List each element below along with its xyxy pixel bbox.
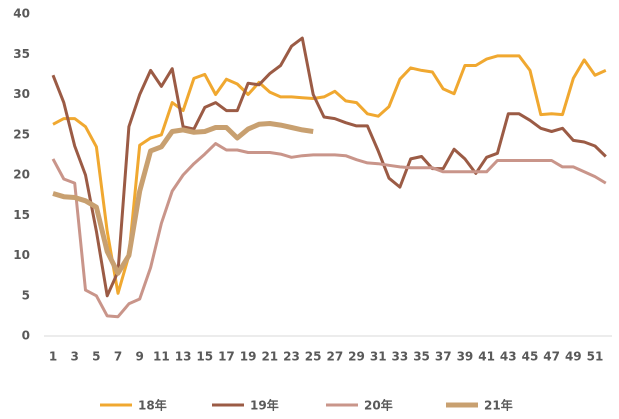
series-line <box>51 36 607 298</box>
x-tick-label: 51 <box>587 350 604 364</box>
x-tick-label: 17 <box>218 350 235 364</box>
x-tick-label: 29 <box>348 350 365 364</box>
x-tick-label: 37 <box>435 350 452 364</box>
x-tick-label: 27 <box>326 350 343 364</box>
x-tick-label: 21 <box>261 350 278 364</box>
series-line <box>52 121 314 276</box>
x-tick-label: 47 <box>543 350 560 364</box>
x-tick-label: 45 <box>522 350 539 364</box>
x-tick-label: 31 <box>370 350 387 364</box>
x-tick-label: 35 <box>413 350 430 364</box>
legend-label: 20年 <box>364 398 393 413</box>
x-tick-label: 15 <box>196 350 213 364</box>
legend-label: 18年 <box>138 398 167 413</box>
y-tick-label: 20 <box>13 168 30 182</box>
x-tick-label: 41 <box>478 350 495 364</box>
series-line <box>52 54 607 295</box>
x-tick-label: 23 <box>283 350 300 364</box>
x-tick-label: 19 <box>240 350 257 364</box>
y-tick-label: 5 <box>22 288 30 302</box>
x-tick-label: 39 <box>457 350 474 364</box>
y-tick-label: 35 <box>13 47 30 61</box>
legend-label: 19年 <box>250 398 279 413</box>
y-tick-label: 25 <box>13 127 30 141</box>
y-tick-label: 10 <box>13 248 30 262</box>
x-tick-label: 11 <box>153 350 170 364</box>
y-tick-label: 0 <box>22 329 30 343</box>
x-tick-label: 9 <box>136 350 144 364</box>
x-tick-label: 49 <box>565 350 582 364</box>
x-tick-label: 33 <box>392 350 409 364</box>
y-tick-label: 40 <box>13 7 30 21</box>
x-tick-label: 25 <box>305 350 322 364</box>
y-tick-label: 15 <box>13 208 30 222</box>
legend-label: 21年 <box>484 398 513 413</box>
x-tick-label: 7 <box>114 350 122 364</box>
x-tick-label: 43 <box>500 350 517 364</box>
x-tick-label: 5 <box>92 350 100 364</box>
series-line <box>51 142 607 319</box>
x-tick-label: 13 <box>175 350 192 364</box>
x-tick-label: 1 <box>49 350 57 364</box>
y-tick-label: 30 <box>13 87 30 101</box>
x-tick-label: 3 <box>71 350 79 364</box>
